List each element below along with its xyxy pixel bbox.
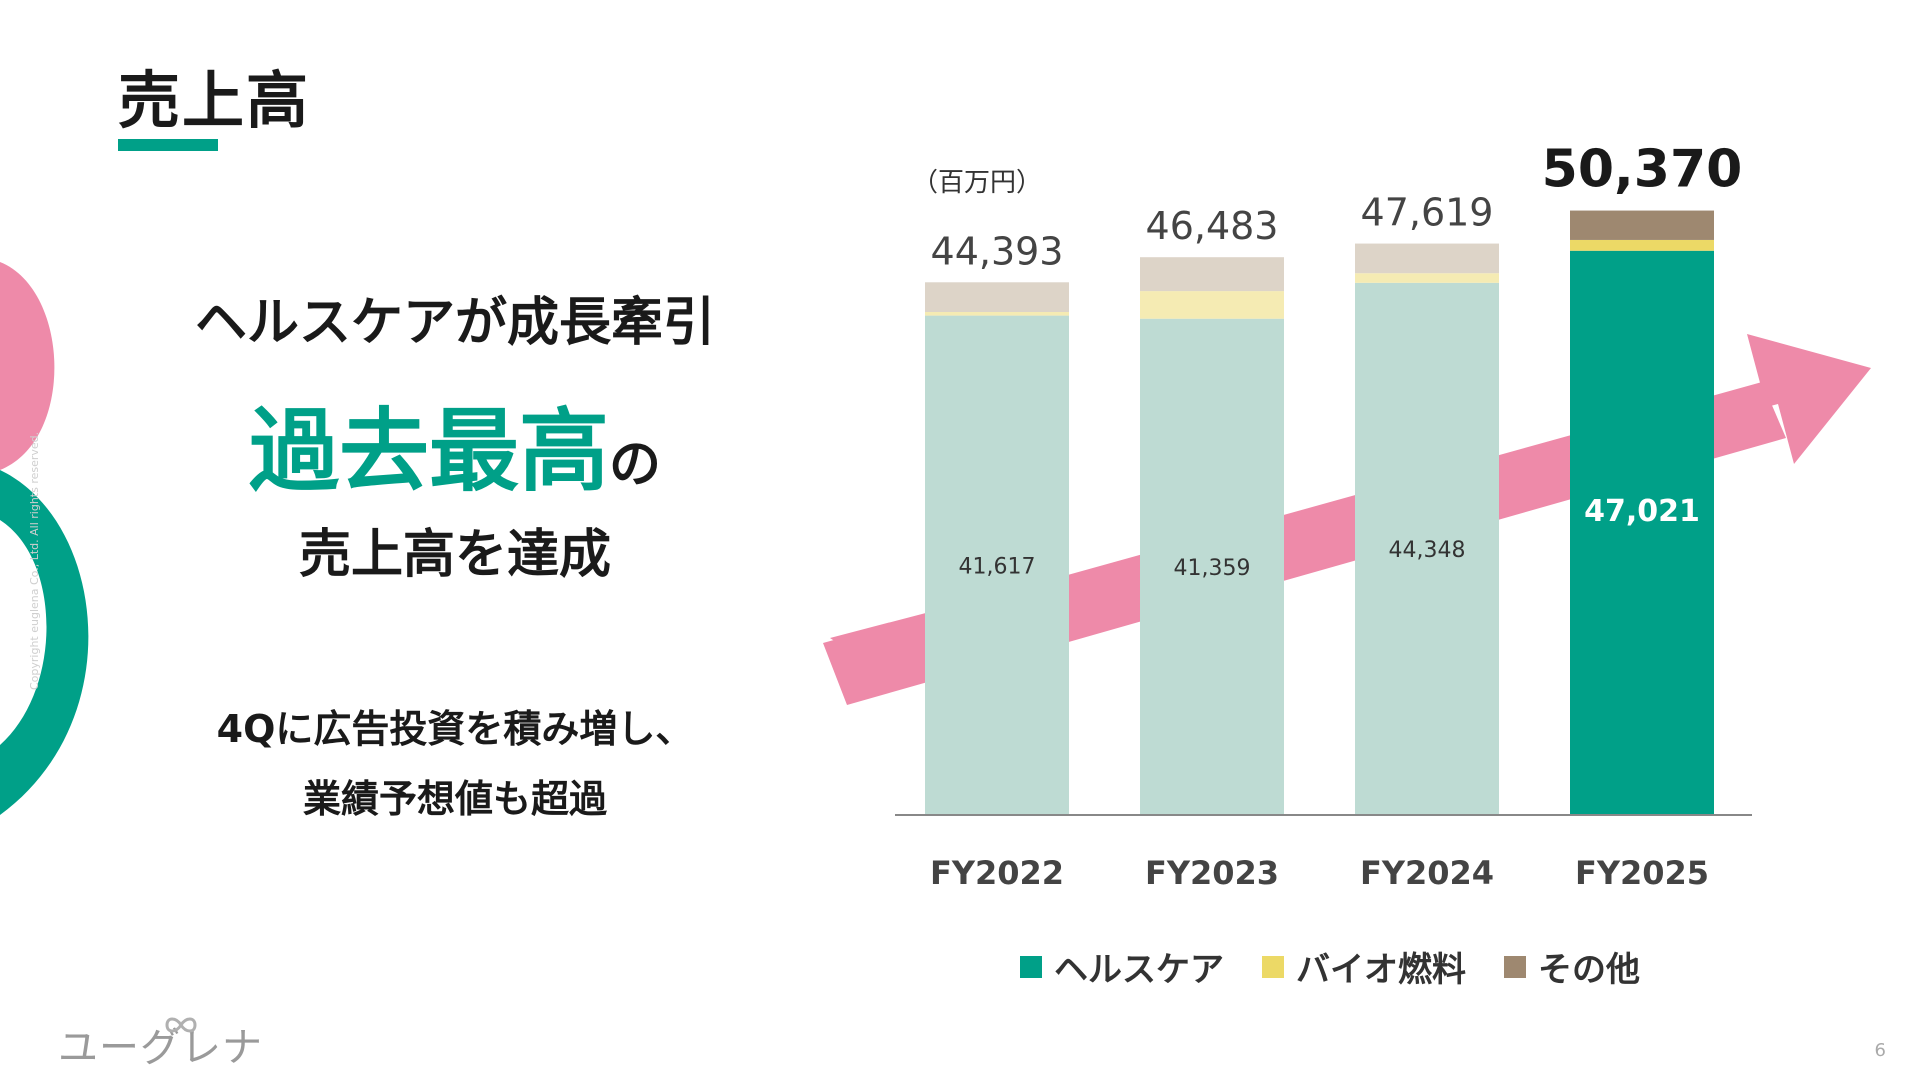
data-label-healthcare-fy2022: 41,617 [959,554,1036,579]
bar-other-fy2024 [1355,243,1499,274]
title-underline [118,139,218,151]
unit-label: （百万円） [912,168,1043,198]
decorative-loop-shape [0,262,89,815]
bar-biofuel-fy2025 [1570,239,1714,251]
data-label-healthcare-fy2025: 47,021 [1584,494,1700,529]
legend-swatch-biofuel [1262,955,1284,978]
headline-achieved: 売上高を達成 [298,525,611,585]
page-number: 6 [1874,1040,1886,1061]
green-loop [0,470,89,815]
bar-other-fy2022 [925,282,1069,312]
legend-label-healthcare: ヘルスケア [1054,950,1224,990]
x-tick-label-fy2024: FY2024 [1360,854,1494,892]
data-label-healthcare-fy2023: 41,359 [1174,556,1251,581]
bar-biofuel-fy2022 [925,311,1069,316]
page-title: 売上高 [118,64,311,137]
bar-other-fy2023 [1140,257,1284,292]
headline-record-particle: の [608,435,661,495]
x-tick-label-fy2025: FY2025 [1575,854,1709,892]
total-label-fy2023: 46,483 [1146,204,1279,248]
legend-label-biofuel: バイオ燃料 [1296,950,1466,990]
bar-healthcare-fy2023 [1140,318,1284,815]
legend-item-other: その他 [1504,942,1640,991]
headline-record: 過去最高の [150,378,760,508]
total-label-fy2025: 50,370 [1542,140,1743,200]
legend-swatch-other [1504,955,1526,978]
total-label-fy2022: 44,393 [931,229,1064,273]
bar-healthcare-fy2024 [1355,282,1499,816]
x-tick-label-fy2023: FY2023 [1145,854,1279,892]
pink-loop [0,262,55,470]
bar-other-fy2025 [1570,210,1714,240]
bar-biofuel-fy2024 [1355,273,1499,283]
bar-healthcare-fy2025 [1570,250,1714,816]
total-label-fy2024: 47,619 [1361,191,1494,235]
company-logo: ユーグレナ [58,1025,263,1071]
note-line-2: 業績予想値も超過 [302,777,607,821]
legend-item-biofuel: バイオ燃料 [1262,942,1466,991]
infinity-logo-icon [165,1017,197,1033]
bar-biofuel-fy2023 [1140,291,1284,319]
bar-healthcare-fy2022 [925,315,1069,815]
headline-growth: ヘルスケアが成長牽引 [194,293,715,353]
note-line-1: 4Qに広告投資を積み増し、 [216,707,694,751]
legend-swatch-healthcare [1020,955,1042,978]
chart-legend: ヘルスケア バイオ燃料 その他 [1020,942,1640,991]
data-label-healthcare-fy2024: 44,348 [1389,538,1466,563]
legend-item-healthcare: ヘルスケア [1020,942,1224,991]
x-tick-label-fy2022: FY2022 [930,854,1064,892]
headline-record-emphasis: 過去最高 [248,399,609,504]
legend-label-other: その他 [1538,950,1640,990]
